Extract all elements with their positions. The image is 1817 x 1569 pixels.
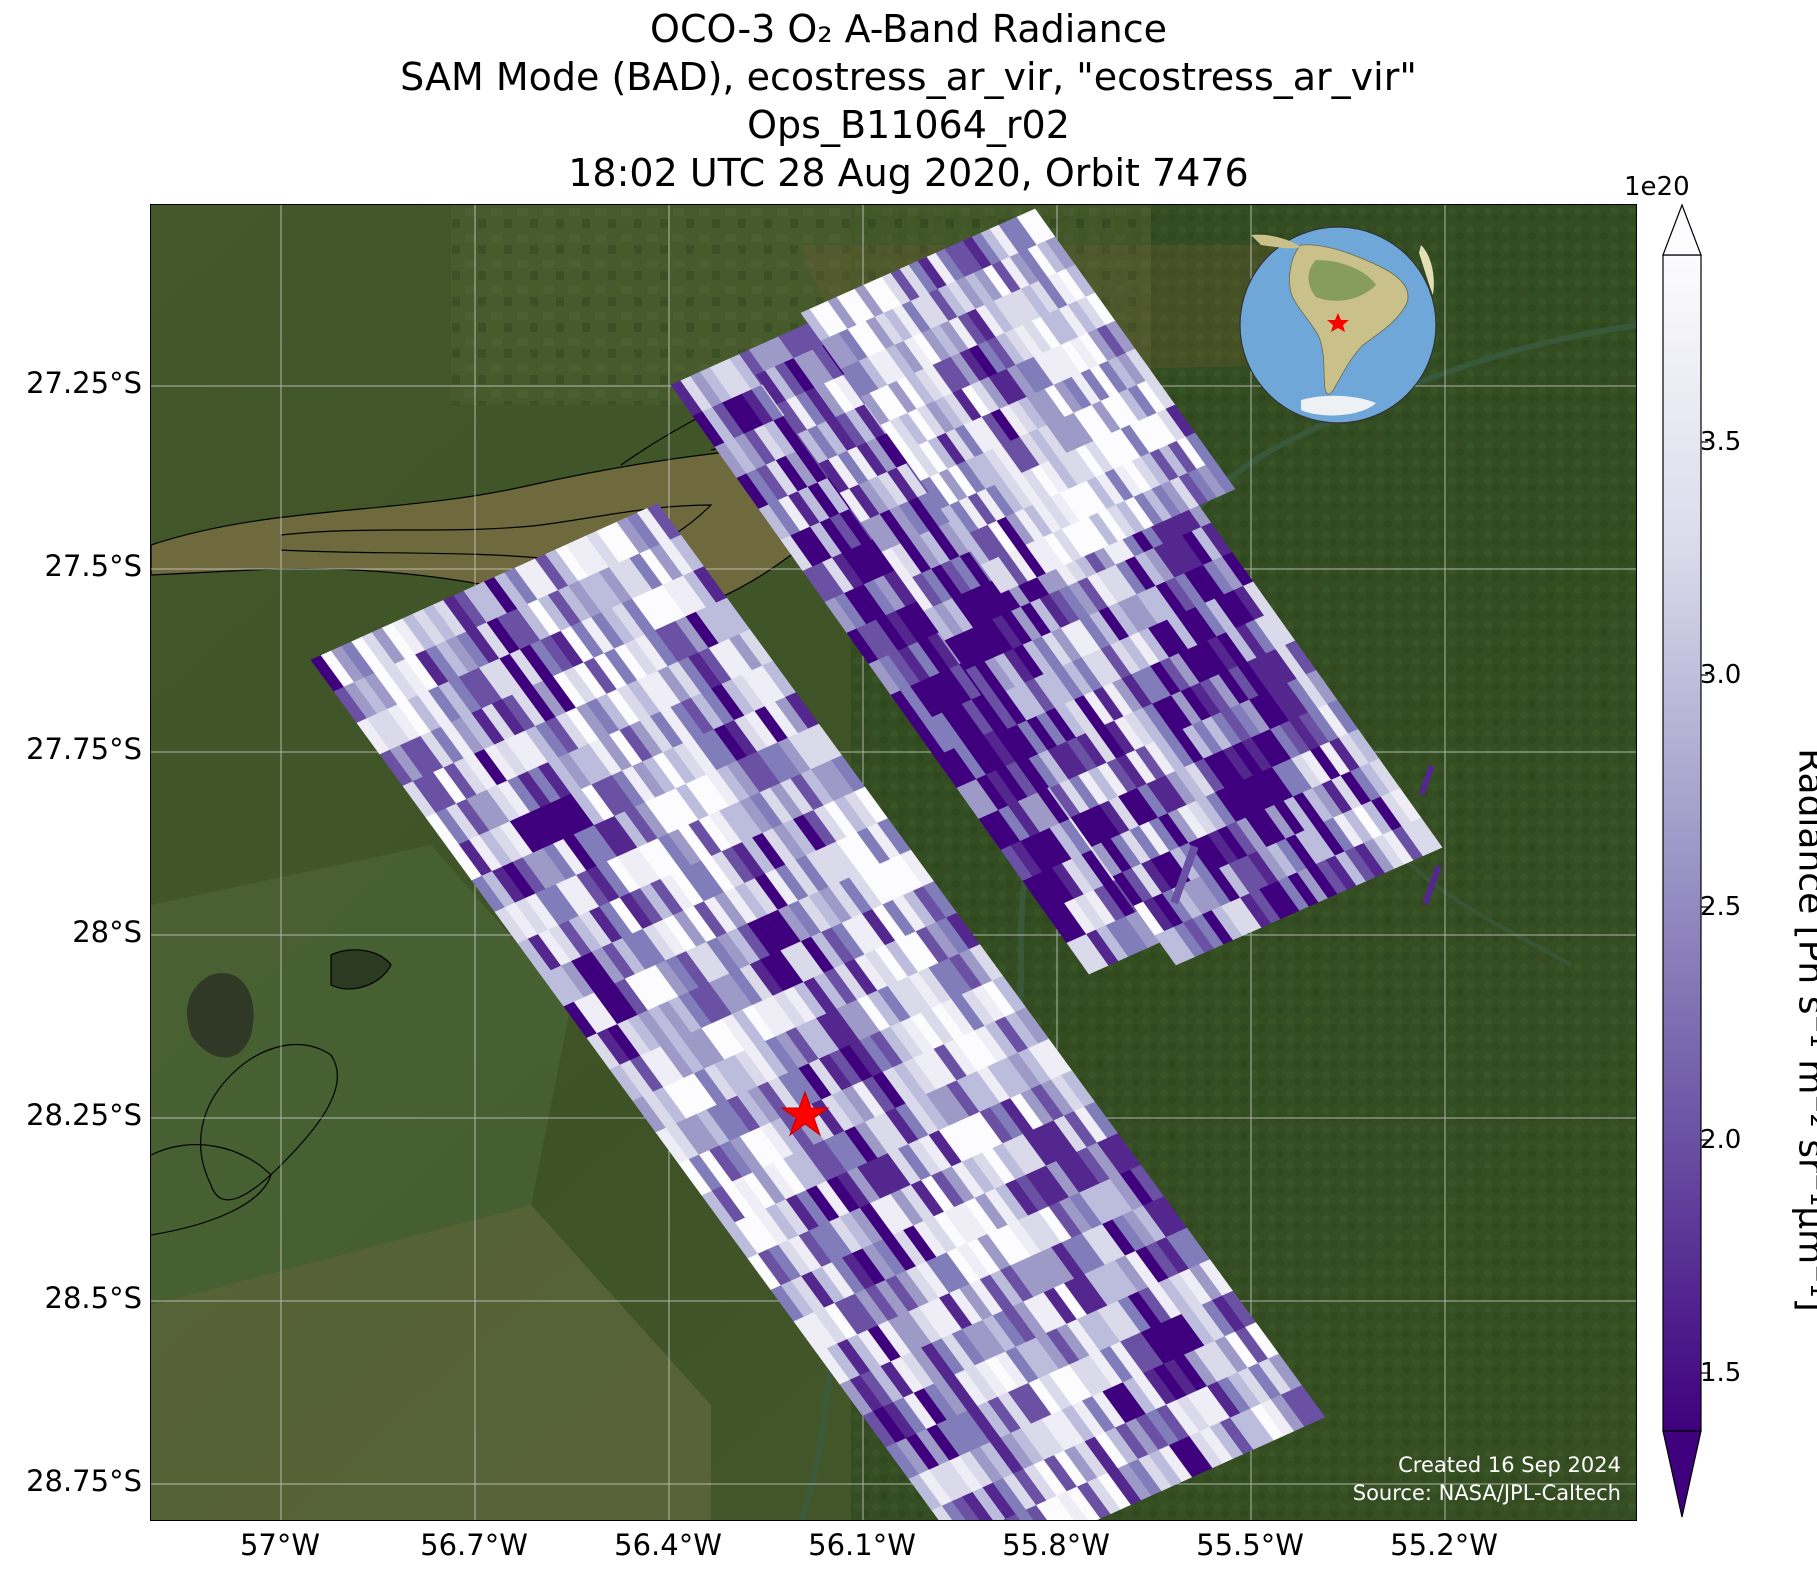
radiance-pixel <box>941 1500 967 1520</box>
title-line-1: OCO-3 O₂ A-Band Radiance <box>650 7 1167 51</box>
dark-lagoon <box>187 973 254 1058</box>
colorbar-tick-label: 1.5 <box>1700 1358 1742 1388</box>
radiance-pixel <box>1056 1491 1089 1520</box>
y-tick-label: 27.25°S <box>26 366 142 400</box>
colorbar-tick-label: 3.5 <box>1700 427 1742 457</box>
swath-1 <box>310 503 1326 1520</box>
radiance-pixel <box>1015 1509 1035 1520</box>
colorbar-extend-top <box>1662 203 1702 256</box>
y-tick-label: 28.75°S <box>26 1464 142 1498</box>
title-line-2: SAM Mode (BAD), ecostress_ar_vir, "ecost… <box>400 55 1417 99</box>
x-tick-label: 56.7°W <box>420 1528 528 1562</box>
radiance-pixel <box>951 1496 980 1520</box>
radiance-pixel <box>1046 1495 1075 1520</box>
target-star-marker <box>780 1090 830 1137</box>
title-line-4: 18:02 UTC 28 Aug 2020, Orbit 7476 <box>568 151 1249 195</box>
dry-fields-southwest <box>151 1205 711 1520</box>
wetland-contour-2 <box>330 949 392 990</box>
radiance-pixel <box>1025 1504 1048 1520</box>
radiance-swaths <box>310 208 1443 1520</box>
colorbar-exponent: 1e20 <box>1624 172 1690 202</box>
y-tick-label: 27.75°S <box>26 732 142 766</box>
colorbar-tick-label: 2.5 <box>1700 892 1742 922</box>
central-america-landmass <box>1251 234 1301 249</box>
title-line-3: Ops_B11064_r02 <box>747 103 1070 147</box>
globe-star-marker <box>1327 313 1349 332</box>
x-tick-label: 56.1°W <box>808 1528 916 1562</box>
radiance-pixel <box>1291 1385 1326 1423</box>
map-svg <box>151 205 1636 1520</box>
colorbar-tick-label: 2.0 <box>1700 1125 1742 1155</box>
radiance-pixel <box>1005 1514 1021 1520</box>
colorbar-gradient <box>1662 254 1702 1432</box>
x-tick-label: 55.2°W <box>1390 1528 1498 1562</box>
colorbar-tick-label: 3.0 <box>1700 660 1742 690</box>
antarctica-landmass <box>1301 395 1376 416</box>
radiance-pixel <box>1036 1500 1062 1520</box>
y-tick-label: 28.5°S <box>44 1281 142 1315</box>
amazon-green-area <box>1308 260 1376 301</box>
radiance-strip <box>1418 764 1435 796</box>
inset-globe <box>1239 226 1437 424</box>
x-tick-label: 56.4°W <box>614 1528 722 1562</box>
y-tick-label: 27.5°S <box>44 549 142 583</box>
radiance-pixel <box>1205 460 1236 494</box>
swath-4 <box>800 208 1236 594</box>
x-tick-label: 57°W <box>239 1528 321 1562</box>
radiance-strip <box>1170 845 1199 905</box>
radiance-pixel <box>962 1491 994 1520</box>
river-island-contour <box>280 504 713 562</box>
colorbar-title: Radiance [Ph s⁻¹ m⁻² sr⁻¹μm⁻¹] <box>1790 748 1817 1312</box>
wetland-contour-3 <box>151 1144 272 1236</box>
map-panel[interactable] <box>150 204 1637 1521</box>
wetland-region-southwest <box>151 845 571 1305</box>
radiance-strip <box>1422 865 1442 905</box>
radiance-pixel <box>1411 817 1443 852</box>
created-credit: Created 16 Sep 2024 <box>1398 1453 1621 1477</box>
africa-edge-landmass <box>1419 245 1434 295</box>
radiance-pixel <box>931 1505 953 1520</box>
source-credit: Source: NASA/JPL-Caltech <box>1352 1481 1621 1505</box>
y-tick-label: 28.25°S <box>26 1098 142 1132</box>
y-tick-label: 28°S <box>72 915 142 949</box>
colorbar-extend-bottom <box>1662 1430 1702 1518</box>
x-tick-label: 55.8°W <box>1002 1528 1110 1562</box>
x-tick-label: 55.5°W <box>1196 1528 1304 1562</box>
